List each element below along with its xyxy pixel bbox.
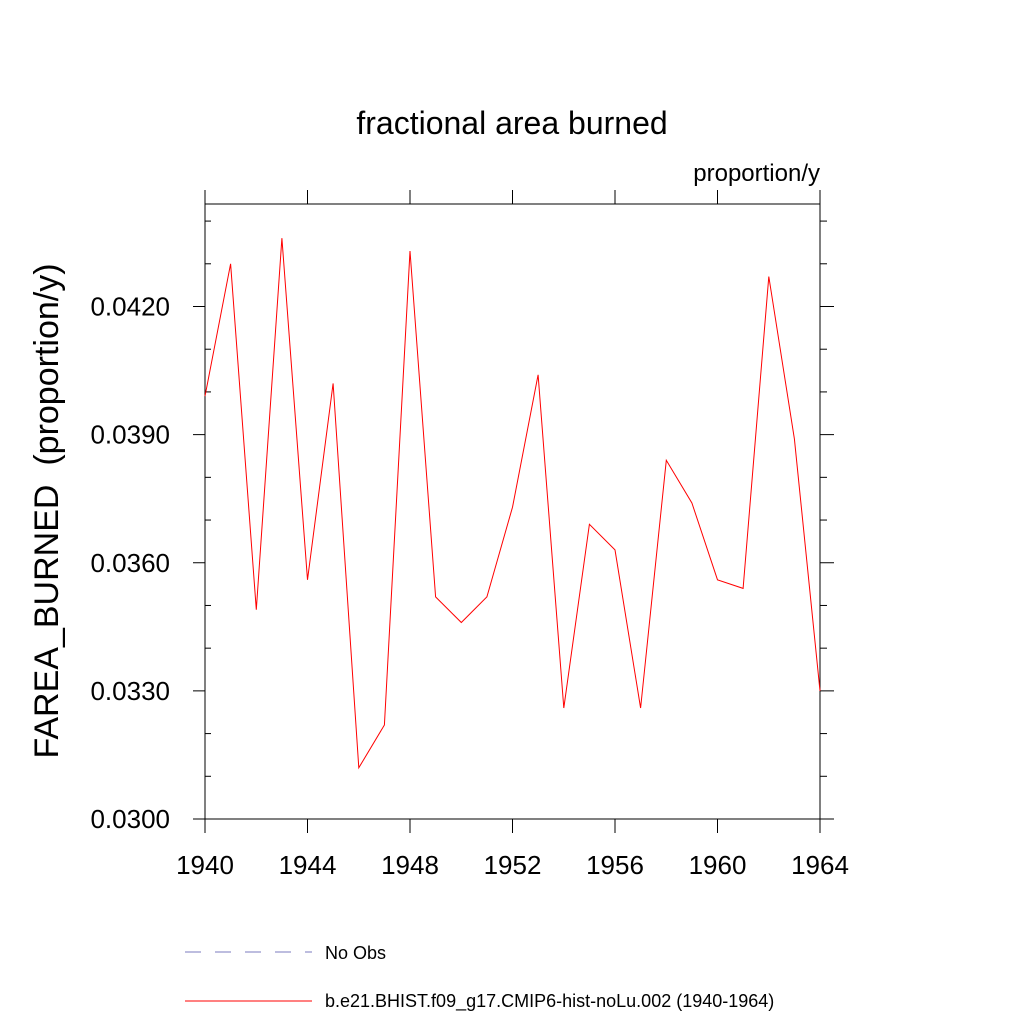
legend: No Obs b.e21.BHIST.f09_g17.CMIP6-hist-no… xyxy=(185,943,774,1012)
chart-title: fractional area burned xyxy=(356,105,667,141)
legend-label-no-obs: No Obs xyxy=(325,943,386,963)
units-label: proportion/y xyxy=(693,160,820,187)
y-axis: 0.0300 0.0330 0.0360 0.0390 0.0420 xyxy=(90,220,834,834)
y-tick-label: 0.0420 xyxy=(90,292,170,322)
series-line xyxy=(204,238,821,770)
x-tick-label: 1948 xyxy=(381,850,439,880)
x-tick-label: 1956 xyxy=(586,850,644,880)
y-tick-label: 0.0330 xyxy=(90,676,170,706)
x-tick-label: 1940 xyxy=(176,850,234,880)
series-layer xyxy=(204,238,821,770)
x-tick-label: 1960 xyxy=(689,850,747,880)
x-tick-label: 1964 xyxy=(791,850,849,880)
y-axis-label: FAREA_BURNED (proportion/y) xyxy=(28,263,66,758)
plot-frame xyxy=(204,203,821,820)
x-axis: 1940 1944 1948 1952 1956 1960 1964 xyxy=(176,190,849,880)
y-tick-label: 0.0360 xyxy=(90,548,170,578)
x-tick-label: 1944 xyxy=(279,850,337,880)
legend-label-series: b.e21.BHIST.f09_g17.CMIP6-hist-noLu.002 … xyxy=(325,991,774,1012)
x-tick-label: 1952 xyxy=(484,850,542,880)
y-tick-label: 0.0300 xyxy=(90,804,170,834)
y-tick-label: 0.0390 xyxy=(90,420,170,450)
